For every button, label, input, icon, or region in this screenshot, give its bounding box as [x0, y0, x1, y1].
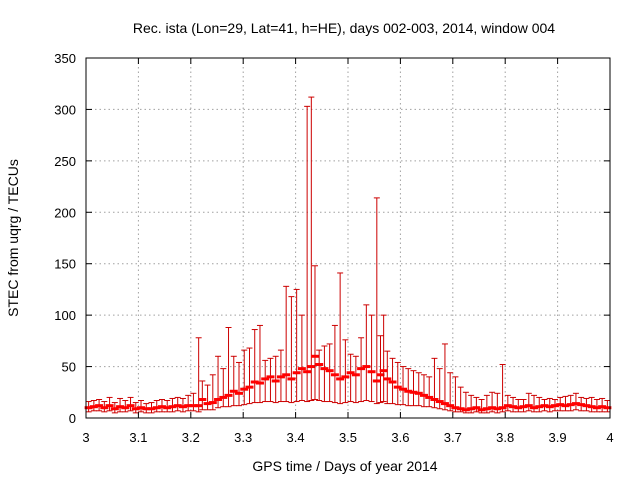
x-tick-label: 3.3	[234, 430, 252, 445]
x-tick-label: 3.7	[444, 430, 462, 445]
x-tick-label: 4	[606, 430, 613, 445]
chart-title: Rec. ista (Lon=29, Lat=41, h=HE), days 0…	[133, 20, 555, 36]
tick-layer: 0 50 100 150 200 250 300 350 3 3.1 3.2 3.3 3.4 3.5 3.6…	[54, 51, 613, 445]
grid-layer	[86, 58, 610, 418]
y-tick-label: 250	[54, 154, 76, 169]
x-tick-label: 3.8	[496, 430, 514, 445]
x-tick-label: 3.4	[287, 430, 305, 445]
x-tick-label: 3.9	[549, 430, 567, 445]
y-tick-label: 200	[54, 205, 76, 220]
x-tick-label: 3	[82, 430, 89, 445]
y-tick-label: 50	[62, 360, 76, 375]
y-axis-label: STEC from uqrg / TECUs	[5, 159, 21, 317]
y-tick-label: 350	[54, 51, 76, 66]
y-tick-label: 300	[54, 102, 76, 117]
y-tick-label: 100	[54, 308, 76, 323]
data-layer	[84, 96, 612, 414]
x-tick-label: 3.2	[182, 430, 200, 445]
x-axis-label: GPS time / Days of year 2014	[252, 458, 437, 474]
y-tick-label: 0	[69, 411, 76, 426]
x-tick-label: 3.1	[129, 430, 147, 445]
x-tick-label: 3.5	[339, 430, 357, 445]
x-tick-label: 3.6	[391, 430, 409, 445]
y-tick-label: 150	[54, 257, 76, 272]
